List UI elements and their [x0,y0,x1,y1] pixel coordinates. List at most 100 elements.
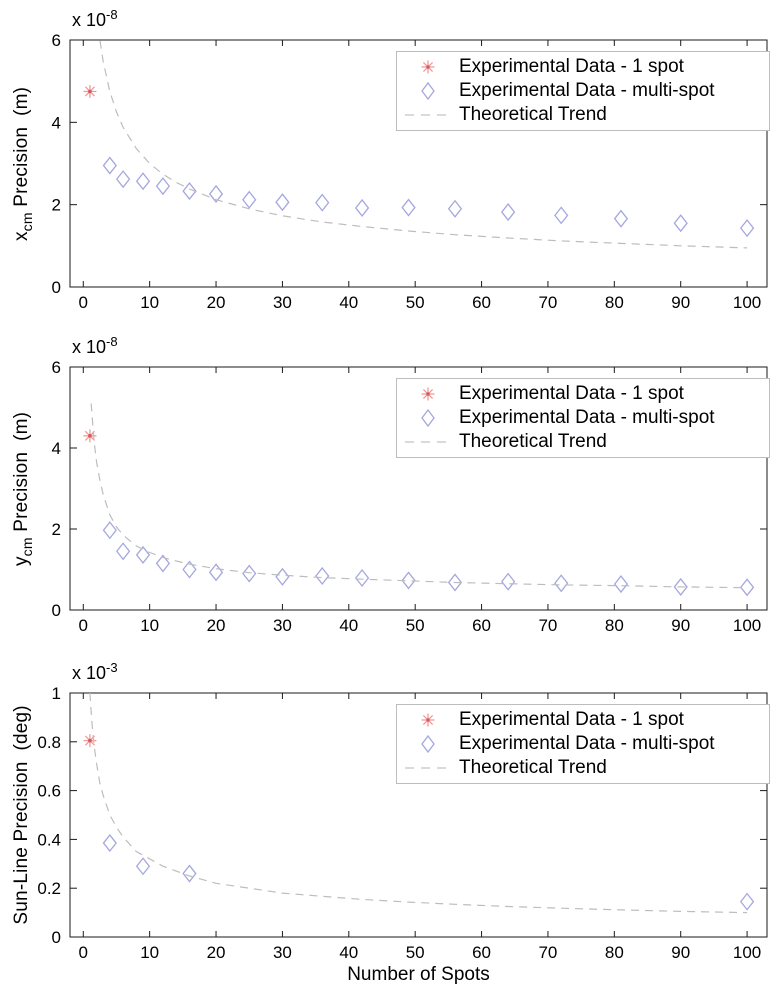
one-spot-point [83,84,97,98]
dashed-line-icon [397,432,459,452]
x-tick-label: 50 [406,293,425,312]
theoretical-trend-line [89,692,748,914]
y-tick-label: 4 [52,113,61,132]
dashed-line-icon [397,105,459,125]
multi-spot-point [401,571,416,590]
y-tick-label: 0.4 [37,830,61,849]
x-axis-label: Number of Spots [347,964,490,985]
x-tick-label: 80 [605,943,624,962]
multi-spot-point [135,857,151,876]
x-tick-label: 50 [406,943,425,962]
multi-spot-point [554,206,569,225]
multi-spot-point [102,834,117,853]
theoretical-trend-line [99,40,748,249]
multi-spot-point [275,567,290,586]
legend-label: Experimental Data - multi-spot [459,80,715,101]
legend-sunline: Experimental Data - 1 spot Experimental … [396,704,770,784]
multi-spot-point [242,564,257,583]
x-tick-label: 0 [79,616,88,635]
legend-item-multispot: Experimental Data - multi-spot [397,79,769,103]
asterisk-center [88,738,92,743]
x-tick-label: 80 [605,616,624,635]
multi-spot-point [102,156,117,175]
x-tick-label: 40 [339,943,358,962]
y-tick-label: 1 [52,684,61,703]
y-tick-label: 6 [52,358,61,377]
legend-label: Theoretical Trend [459,757,607,778]
legend-label: Experimental Data - multi-spot [459,733,715,754]
multi-spot-point [135,172,151,191]
one-spot-point [83,734,97,748]
x-tick-label: 30 [273,293,292,312]
y-tick-label: 0 [52,278,61,297]
legend-item-trend: Theoretical Trend [397,103,769,127]
x-tick-label: 60 [472,293,491,312]
legend-label: Theoretical Trend [459,431,607,452]
multi-spot-point [500,203,516,222]
legend-item-multispot: Experimental Data - multi-spot [397,406,769,430]
asterisk-marker-icon [397,384,459,404]
plot-ycm-precision: 0 10 20 30 40 50 60 70 80 90 100 0 2 4 6 [52,358,768,635]
multi-spot-point [613,575,629,594]
multi-spot-point [102,521,117,540]
multi-spot-point [739,219,755,238]
x-tick-label: 50 [406,616,425,635]
diamond-marker-icon [397,81,459,101]
dashed-line-icon [397,758,459,778]
y-tick-label: 0.6 [37,782,61,801]
x-tick-label: 30 [273,943,292,962]
x-tick-label: 20 [207,943,226,962]
y-tick-label: 4 [52,439,61,458]
x-tick-label: 10 [140,943,159,962]
legend-label: Experimental Data - multi-spot [459,407,715,428]
multi-spot-point [208,184,224,204]
x-tick-label: 30 [273,616,292,635]
x-tick-label: 40 [339,293,358,312]
multi-spot-point [155,554,171,573]
multi-spot-point [315,193,330,212]
multi-spot-point [182,864,197,883]
axis-box [69,39,768,288]
y-exponent-ycm: x 10-8 [72,334,118,357]
y-tick-label: 2 [52,520,61,539]
theoretical-trend-line [90,403,748,589]
x-tick-label: 20 [207,293,226,312]
y-tick-label: 0.8 [37,733,61,752]
multi-spot-point [401,198,416,217]
multi-spot-point [613,209,629,228]
x-tick-label: 10 [140,293,159,312]
multi-spot-point [739,892,755,911]
multi-spot-point [739,578,755,597]
asterisk-center [88,434,92,438]
multi-spot-point [673,577,688,596]
diamond-marker-icon [397,734,459,754]
asterisk-marker-icon [397,710,459,730]
x-tick-label: 40 [339,616,358,635]
axis-box [69,366,768,611]
legend-xcm: Experimental Data - 1 spot Experimental … [396,51,770,131]
x-tick-label: 90 [671,293,690,312]
multi-spot-point [242,190,257,209]
x-tick-label: 60 [472,943,491,962]
x-tick-label: 100 [733,616,761,635]
x-tick-label: 100 [733,943,761,962]
legend-ycm: Experimental Data - 1 spot Experimental … [396,378,770,458]
multi-spot-point [354,568,370,588]
y-exponent-xcm: x 10-8 [72,7,118,30]
legend-label: Theoretical Trend [459,104,607,125]
multi-spot-point [208,563,224,582]
x-tick-label: 70 [538,943,557,962]
x-tick-label: 0 [79,293,88,312]
multi-spot-point [447,573,463,592]
x-tick-label: 90 [671,616,690,635]
x-tick-label: 0 [79,943,88,962]
legend-item-1spot: Experimental Data - 1 spot [397,55,769,79]
multi-spot-point [554,574,569,593]
multi-spot-point [115,170,131,189]
x-tick-label: 70 [538,293,557,312]
multi-spot-point [315,566,330,586]
multi-spot-point [500,572,516,591]
legend-item-trend: Theoretical Trend [397,430,769,454]
